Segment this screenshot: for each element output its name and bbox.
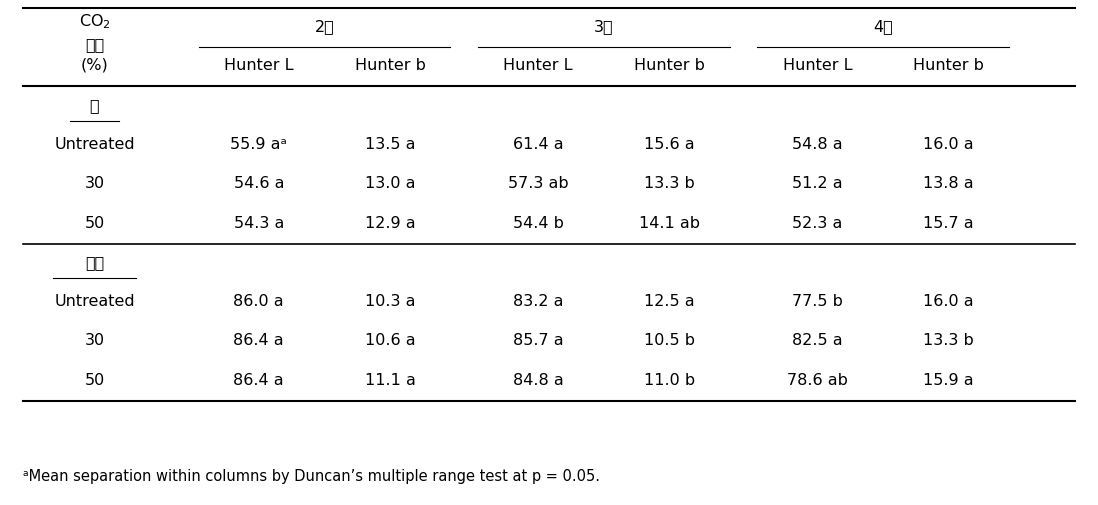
Text: 줄기: 줄기 [85,255,104,269]
Text: 84.8 a: 84.8 a [513,372,563,387]
Text: 54.3 a: 54.3 a [234,215,284,230]
Text: 50: 50 [85,215,104,230]
Text: 12.9 a: 12.9 a [365,215,415,230]
Text: 15.9 a: 15.9 a [923,372,974,387]
Text: 57.3 ab: 57.3 ab [507,176,569,191]
Text: 52.3 a: 52.3 a [792,215,842,230]
Text: 82.5 a: 82.5 a [792,333,842,348]
Text: 78.6 ab: 78.6 ab [787,372,848,387]
Text: 12.5 a: 12.5 a [645,293,695,309]
Text: 3주: 3주 [594,19,614,34]
Text: 13.0 a: 13.0 a [365,176,415,191]
Text: 11.1 a: 11.1 a [365,372,416,387]
Text: 13.3 b: 13.3 b [923,333,974,348]
Text: 30: 30 [85,333,104,348]
Text: Hunter b: Hunter b [634,58,705,73]
Text: 10.5 b: 10.5 b [643,333,695,348]
Text: 61.4 a: 61.4 a [513,137,563,152]
Text: 83.2 a: 83.2 a [513,293,563,309]
Text: 86.4 a: 86.4 a [234,372,284,387]
Text: Untreated: Untreated [54,293,135,309]
Text: Hunter b: Hunter b [355,58,426,73]
Text: 11.0 b: 11.0 b [643,372,695,387]
Text: Hunter b: Hunter b [914,58,984,73]
Text: 16.0 a: 16.0 a [923,293,974,309]
Text: 4주: 4주 [873,19,893,34]
Text: Untreated: Untreated [54,137,135,152]
Text: 13.8 a: 13.8 a [923,176,974,191]
Text: 85.7 a: 85.7 a [513,333,563,348]
Text: 10.6 a: 10.6 a [365,333,415,348]
Text: 54.6 a: 54.6 a [234,176,284,191]
Text: 77.5 b: 77.5 b [792,293,843,309]
Text: 30: 30 [85,176,104,191]
Text: CO$_2$
농도
(%): CO$_2$ 농도 (%) [79,12,111,73]
Text: 54.4 b: 54.4 b [513,215,563,230]
Text: 15.6 a: 15.6 a [645,137,695,152]
Text: 55.9 aᵃ: 55.9 aᵃ [231,137,288,152]
Text: 13.5 a: 13.5 a [365,137,415,152]
Text: 15.7 a: 15.7 a [923,215,974,230]
Text: 16.0 a: 16.0 a [923,137,974,152]
Text: 51.2 a: 51.2 a [792,176,842,191]
Text: Hunter L: Hunter L [783,58,852,73]
Text: 54.8 a: 54.8 a [792,137,842,152]
Text: Hunter L: Hunter L [224,58,293,73]
Text: 86.4 a: 86.4 a [234,333,284,348]
Text: 86.0 a: 86.0 a [234,293,284,309]
Text: Hunter L: Hunter L [503,58,573,73]
Text: 갓: 갓 [90,97,99,113]
Text: 13.3 b: 13.3 b [645,176,695,191]
Text: 50: 50 [85,372,104,387]
Text: 10.3 a: 10.3 a [365,293,415,309]
Text: 2주: 2주 [315,19,335,34]
Text: 14.1 ab: 14.1 ab [639,215,699,230]
Text: ᵃMean separation within columns by Duncan’s multiple range test at p = 0.05.: ᵃMean separation within columns by Dunca… [23,469,601,483]
